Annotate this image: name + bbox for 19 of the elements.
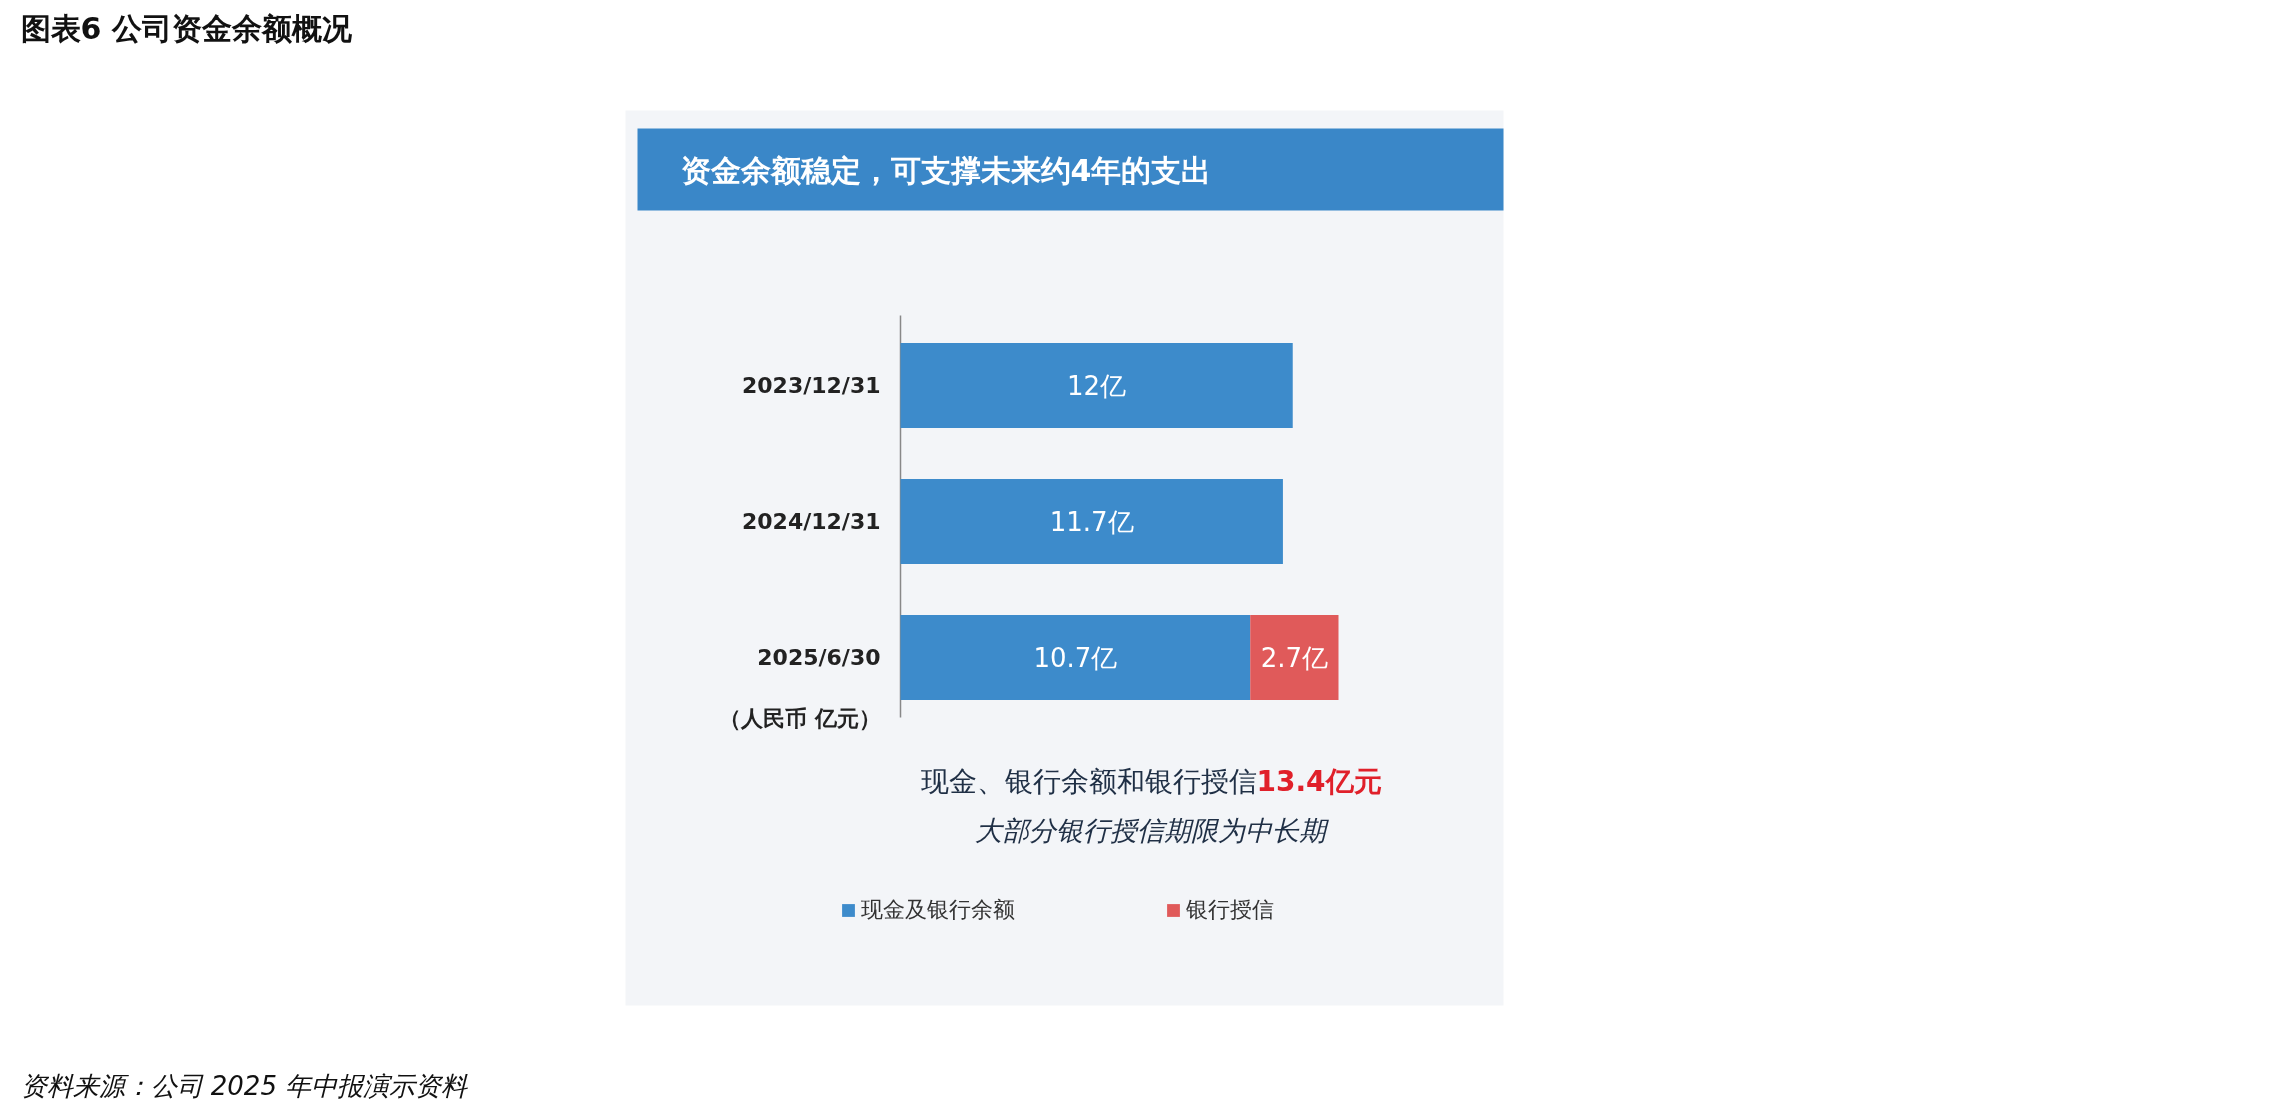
text: 图表6 公司资金余额概况 <box>20 11 353 46</box>
y-tick-label: 2024/12/31 <box>741 509 881 534</box>
data-label: 11.7亿 <box>1049 506 1134 537</box>
text: 现金、银行余额和银行授信13.4亿元 <box>920 765 1382 798</box>
legend-label: 现金及银行余额 <box>861 896 1015 924</box>
bar <box>900 343 1293 428</box>
data-label: 12亿 <box>1067 370 1127 401</box>
bar <box>900 615 1251 700</box>
bar <box>1250 615 1339 700</box>
chart-subtitle: 资金余额稳定，可支撑未来约4年的支出 <box>680 153 1212 188</box>
text: 大部分银行授信期限为中长期 <box>975 815 1329 846</box>
y-tick-label: 2025/6/30 <box>757 645 881 670</box>
text: 资料来源：公司 2025 年中报演示资料 <box>20 1070 469 1101</box>
legend-label: 银行授信 <box>1186 896 1274 924</box>
data-label: 10.7亿 <box>1033 642 1118 673</box>
text: （人民币 亿元） <box>718 706 881 731</box>
bar <box>900 479 1283 564</box>
y-tick-label: 2023/12/31 <box>741 373 881 398</box>
data-label: 2.7亿 <box>1260 642 1329 673</box>
